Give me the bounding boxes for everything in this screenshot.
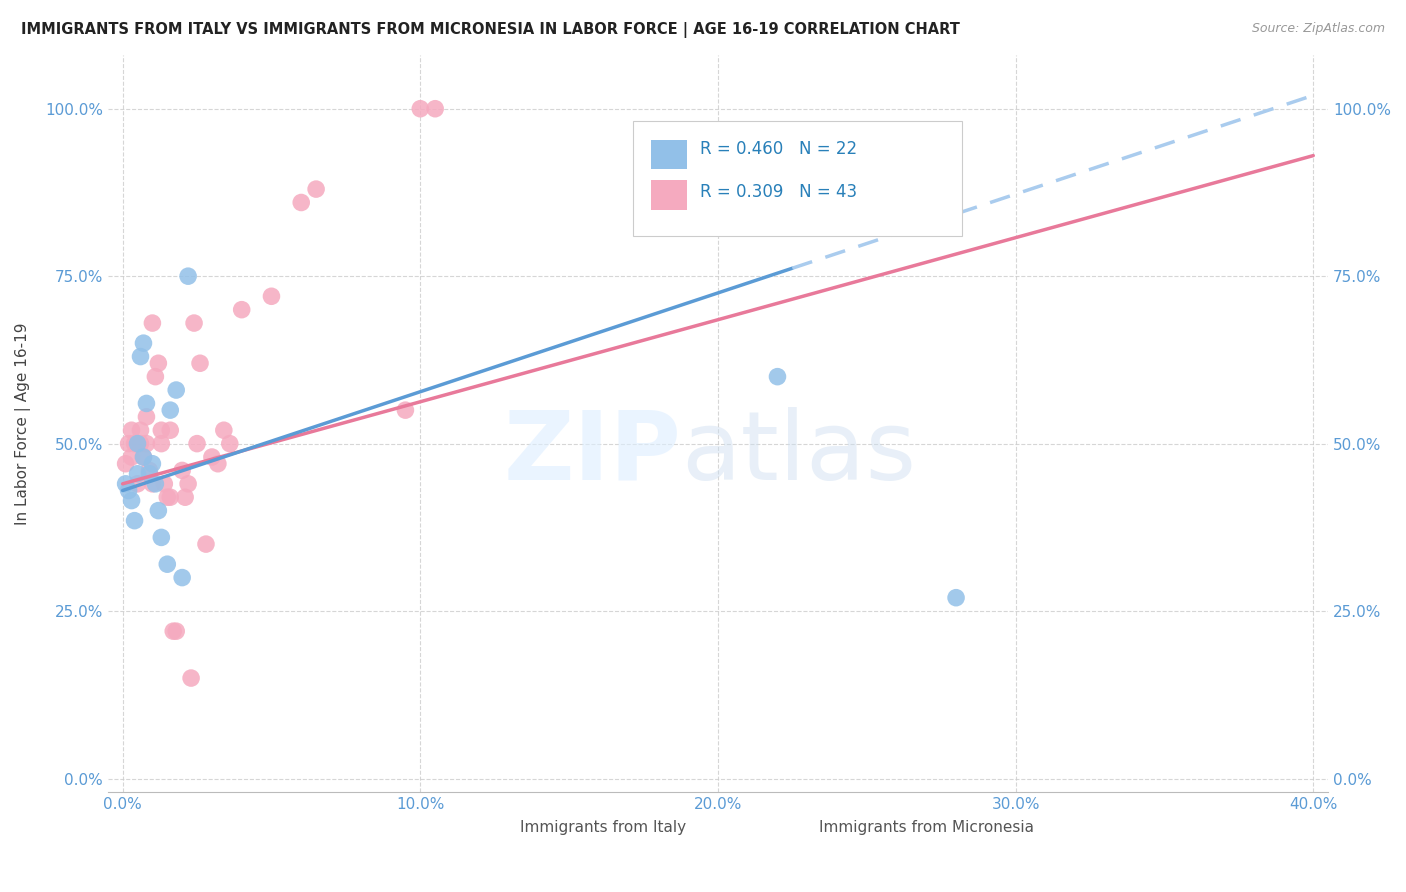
Point bbox=[409, 102, 432, 116]
Point bbox=[201, 450, 224, 464]
Point bbox=[188, 356, 211, 370]
Point bbox=[117, 483, 139, 498]
Point bbox=[145, 476, 167, 491]
FancyBboxPatch shape bbox=[651, 140, 688, 169]
Y-axis label: In Labor Force | Age 16-19: In Labor Force | Age 16-19 bbox=[15, 322, 31, 524]
Point bbox=[305, 182, 328, 196]
Point bbox=[290, 195, 312, 210]
Point bbox=[127, 436, 149, 450]
Point bbox=[148, 356, 170, 370]
Point bbox=[150, 530, 173, 544]
Point bbox=[260, 289, 283, 303]
Text: R = 0.309   N = 43: R = 0.309 N = 43 bbox=[700, 183, 856, 202]
Point bbox=[135, 436, 157, 450]
Point bbox=[165, 383, 187, 397]
Point bbox=[425, 102, 447, 116]
Point bbox=[172, 571, 194, 585]
Point bbox=[114, 457, 136, 471]
Point bbox=[145, 369, 167, 384]
Point bbox=[141, 316, 163, 330]
Point bbox=[127, 467, 149, 481]
Text: IMMIGRANTS FROM ITALY VS IMMIGRANTS FROM MICRONESIA IN LABOR FORCE | AGE 16-19 C: IMMIGRANTS FROM ITALY VS IMMIGRANTS FROM… bbox=[21, 22, 960, 38]
Point bbox=[231, 302, 253, 317]
FancyBboxPatch shape bbox=[486, 816, 513, 838]
Point bbox=[174, 490, 197, 504]
Point bbox=[153, 476, 176, 491]
Point bbox=[183, 316, 205, 330]
Point bbox=[138, 467, 160, 481]
Point bbox=[127, 476, 149, 491]
Point bbox=[156, 490, 179, 504]
Text: R = 0.460   N = 22: R = 0.460 N = 22 bbox=[700, 140, 856, 159]
Point bbox=[114, 476, 136, 491]
Point bbox=[124, 436, 146, 450]
Point bbox=[766, 369, 789, 384]
Point bbox=[124, 514, 146, 528]
Point bbox=[218, 436, 240, 450]
Point bbox=[121, 450, 143, 464]
Point bbox=[132, 336, 155, 351]
Point bbox=[207, 457, 229, 471]
Point bbox=[394, 403, 416, 417]
Point bbox=[177, 269, 200, 284]
Point bbox=[150, 436, 173, 450]
Point bbox=[129, 436, 152, 450]
Point bbox=[194, 537, 217, 551]
Point bbox=[132, 450, 155, 464]
Point bbox=[162, 624, 184, 639]
Point bbox=[945, 591, 967, 605]
Point bbox=[117, 436, 139, 450]
Point bbox=[150, 423, 173, 437]
Point bbox=[165, 624, 187, 639]
Point bbox=[180, 671, 202, 685]
Text: Immigrants from Micronesia: Immigrants from Micronesia bbox=[820, 820, 1035, 835]
Point bbox=[121, 423, 143, 437]
Point bbox=[141, 457, 163, 471]
Point bbox=[135, 409, 157, 424]
Text: atlas: atlas bbox=[682, 407, 917, 500]
Point bbox=[186, 436, 208, 450]
Point bbox=[141, 476, 163, 491]
FancyBboxPatch shape bbox=[651, 180, 688, 210]
Point bbox=[212, 423, 235, 437]
Point bbox=[121, 493, 143, 508]
Point bbox=[159, 423, 181, 437]
Text: ZIP: ZIP bbox=[503, 407, 682, 500]
Text: Immigrants from Italy: Immigrants from Italy bbox=[520, 820, 686, 835]
Point bbox=[148, 503, 170, 517]
Point bbox=[129, 423, 152, 437]
Point bbox=[138, 463, 160, 477]
Point bbox=[135, 396, 157, 410]
Point bbox=[156, 558, 179, 572]
Point bbox=[159, 490, 181, 504]
Point bbox=[159, 403, 181, 417]
Point bbox=[177, 476, 200, 491]
FancyBboxPatch shape bbox=[785, 816, 811, 838]
Text: Source: ZipAtlas.com: Source: ZipAtlas.com bbox=[1251, 22, 1385, 36]
Point bbox=[172, 463, 194, 477]
Point bbox=[132, 450, 155, 464]
FancyBboxPatch shape bbox=[633, 121, 962, 235]
Point bbox=[129, 350, 152, 364]
